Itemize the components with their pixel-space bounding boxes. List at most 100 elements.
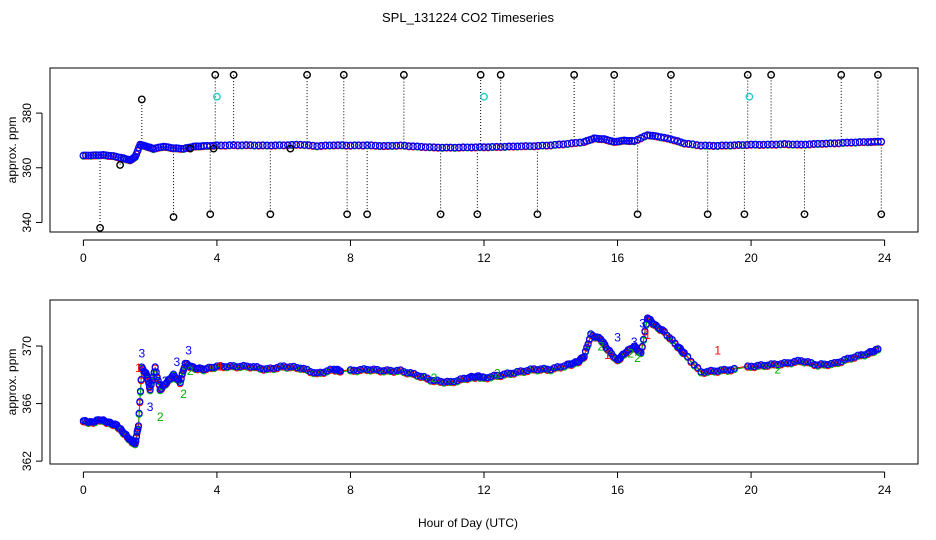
mean-point [805, 140, 814, 149]
mean-point [223, 363, 231, 371]
mean-point [306, 367, 314, 376]
mean-point [584, 340, 592, 348]
mean-point [492, 142, 501, 151]
numeric-label: 3 [614, 331, 621, 345]
mean-point [553, 363, 562, 371]
bottom-y-axis-label: approx. ppm [5, 349, 19, 416]
numeric-label: 1 [714, 344, 721, 358]
mean-point [220, 362, 228, 371]
mean-point [242, 141, 250, 149]
mean-point [276, 362, 284, 370]
mean-point [455, 143, 463, 152]
mean-point [266, 364, 274, 372]
mean-point [413, 371, 421, 379]
mean-point [533, 366, 542, 374]
mean-point [390, 367, 398, 375]
mean-point [854, 351, 862, 359]
mean-point [503, 369, 511, 377]
mean-point [784, 140, 793, 148]
mean-point [426, 376, 435, 384]
mean-point [496, 143, 505, 151]
mean-point [434, 143, 442, 152]
mean-point [250, 363, 258, 371]
mean-point [250, 141, 259, 150]
mean-point [447, 377, 455, 386]
mean-point [724, 366, 732, 374]
outlier-point [266, 210, 275, 219]
mean-point [501, 142, 509, 151]
mean-point [680, 139, 689, 148]
mean-point [772, 140, 780, 149]
mean-point [350, 141, 359, 149]
mean-point [151, 363, 159, 371]
mean-point [310, 369, 318, 377]
mean-point [132, 437, 140, 445]
bottom-y-tick-label: 362 [20, 451, 34, 471]
mean-point [726, 141, 735, 150]
mean-point [275, 141, 284, 149]
mean-point [804, 358, 812, 366]
mean-point [673, 137, 682, 145]
mean-point [780, 358, 789, 367]
mean-point [300, 364, 308, 372]
mean-point [296, 364, 304, 372]
mean-point [136, 387, 145, 395]
mean-point [820, 360, 829, 368]
mean-point [583, 343, 591, 351]
mean-point [660, 133, 669, 142]
bottom-x-tick-label: 4 [214, 483, 221, 497]
mean-point [393, 366, 401, 375]
mean-point [97, 151, 105, 159]
mean-point [684, 352, 692, 361]
mean-point [433, 376, 441, 384]
mean-point [542, 141, 551, 150]
mean-point [392, 141, 401, 150]
mean-point [386, 366, 395, 374]
numeric-label: 2 [431, 371, 438, 385]
mean-point [557, 363, 565, 371]
outlier-point [496, 70, 505, 79]
mean-point [513, 367, 521, 376]
mean-point [94, 151, 103, 159]
mean-point [809, 139, 818, 148]
mean-point [101, 417, 109, 425]
mean-point [830, 358, 839, 367]
mean-point [612, 137, 621, 146]
mean-point [688, 140, 697, 148]
mean-point [497, 371, 505, 380]
mean-point [622, 136, 631, 145]
mean-point [233, 363, 241, 371]
mean-point [233, 141, 242, 149]
mean-point [334, 141, 342, 149]
outlier-point [229, 70, 238, 79]
mean-point [178, 370, 186, 378]
mean-point [136, 397, 144, 406]
mean-point [684, 139, 693, 148]
mean-point [317, 141, 326, 150]
mean-point [230, 362, 238, 370]
mean-point [534, 141, 543, 150]
mean-point [342, 141, 351, 150]
mean-point [718, 141, 726, 150]
mean-point [92, 151, 100, 159]
outlier-point [767, 70, 776, 79]
mean-point [777, 360, 785, 368]
numeric-label: 1 [644, 328, 651, 342]
mean-point [300, 141, 309, 149]
mean-point [416, 372, 425, 380]
mean-point [714, 367, 722, 375]
mean-point [346, 141, 355, 150]
mean-point [153, 373, 161, 381]
mean-point [517, 367, 525, 375]
mean-point [355, 141, 363, 149]
mean-point [240, 361, 248, 370]
outlier-point [800, 210, 809, 219]
mean-point [824, 360, 832, 369]
mean-point [705, 141, 714, 150]
outlier-point [436, 210, 445, 219]
mean-point [710, 367, 718, 375]
mean-point [313, 142, 321, 150]
mean-point [567, 139, 576, 147]
mean-point [336, 367, 345, 375]
mean-point [409, 142, 417, 151]
